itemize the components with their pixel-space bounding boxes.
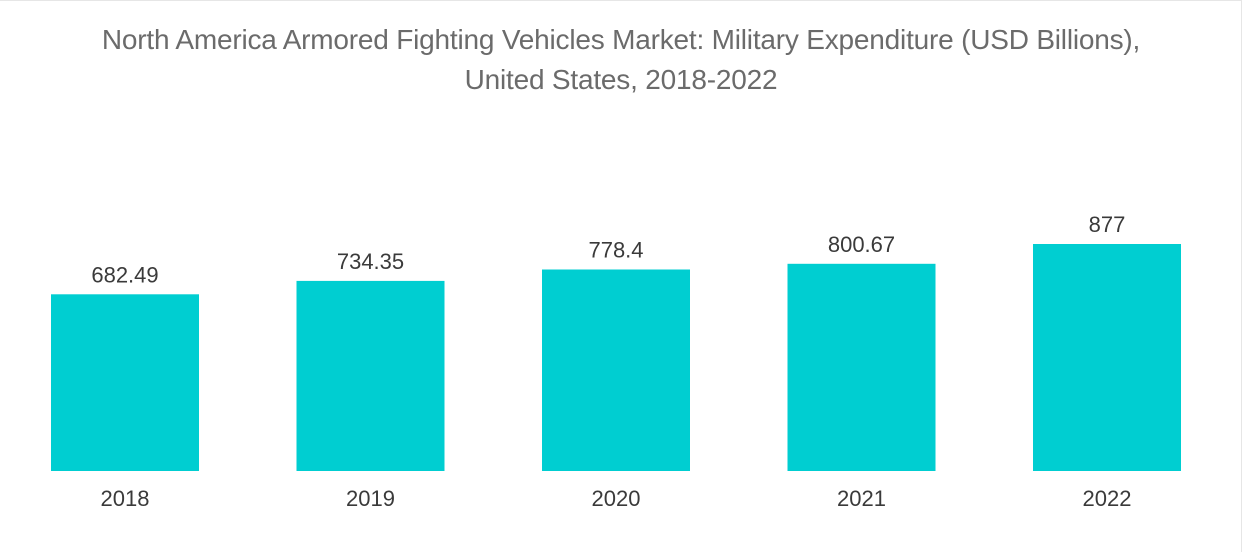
- bar-2021: [787, 263, 936, 471]
- x-tick-label-2022: 2022: [1083, 486, 1132, 511]
- bar-2022: [1033, 244, 1181, 471]
- x-tick-label-2018: 2018: [101, 486, 150, 511]
- bar-2018: [51, 294, 199, 471]
- value-label-2022: 877: [1089, 212, 1126, 237]
- x-tick-label-2020: 2020: [592, 486, 641, 511]
- chart-title-line-1: North America Armored Fighting Vehicles …: [101, 24, 1141, 55]
- chart-title-line-2: United States, 2018-2022: [464, 64, 778, 95]
- chart-title: North America Armored Fighting Vehicles …: [0, 20, 1242, 100]
- value-label-2018: 682.49: [91, 262, 158, 287]
- bar-2020: [542, 269, 690, 471]
- bar-2019: [296, 280, 445, 471]
- x-tick-label-2019: 2019: [346, 486, 395, 511]
- top-border: [0, 0, 1242, 1]
- value-label-2020: 778.4: [588, 238, 643, 263]
- x-tick-label-2021: 2021: [837, 486, 886, 511]
- value-label-2021: 800.67: [828, 232, 895, 257]
- value-label-2019: 734.35: [337, 249, 404, 274]
